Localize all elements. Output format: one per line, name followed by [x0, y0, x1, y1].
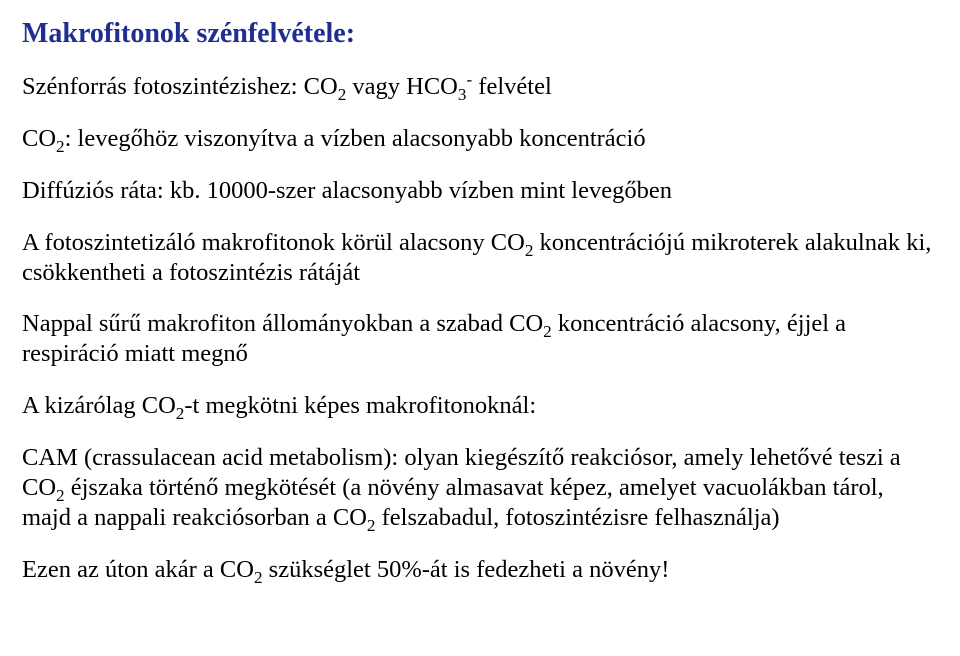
subscript-2: 2 — [56, 486, 65, 505]
text: felszabadul, fotoszintézisre felhasználj… — [376, 504, 780, 531]
paragraph-cam: CAM (crassulacean acid metabolism): olya… — [22, 443, 938, 533]
subscript-2: 2 — [254, 568, 263, 587]
document-page: Makrofitonok szénfelvétele: Szénforrás f… — [0, 0, 960, 609]
text: vagy HCO — [346, 73, 458, 100]
paragraph-microhabitat: A fotoszintetizáló makrofitonok körül al… — [22, 228, 938, 288]
text: felvétel — [472, 73, 552, 100]
page-title: Makrofitonok szénfelvétele: — [22, 18, 938, 50]
paragraph-co2-concentration: CO2: levegőhöz viszonyítva a vízben alac… — [22, 124, 938, 154]
subscript-2: 2 — [56, 137, 65, 156]
text: A kizárólag CO — [22, 392, 176, 419]
subscript-2: 2 — [543, 322, 552, 341]
text: Szénforrás fotoszintézishez: CO — [22, 73, 338, 100]
subscript-2: 2 — [367, 516, 376, 535]
text: : levegőhöz viszonyítva a vízben alacson… — [65, 125, 646, 152]
paragraph-day-night: Nappal sűrű makrofiton állományokban a s… — [22, 309, 938, 369]
paragraph-diffusion-rate: Diffúziós ráta: kb. 10000-szer alacsonya… — [22, 176, 938, 206]
text: A fotoszintetizáló makrofitonok körül al… — [22, 229, 525, 256]
text: -t megkötni képes makrofitonoknál: — [184, 392, 536, 419]
paragraph-co2-only: A kizárólag CO2-t megkötni képes makrofi… — [22, 391, 938, 421]
text: Diffúziós ráta: kb. 10000-szer alacsonya… — [22, 177, 672, 204]
text: CO — [22, 125, 56, 152]
paragraph-carbon-source: Szénforrás fotoszintézishez: CO2 vagy HC… — [22, 72, 938, 102]
text: szükséglet 50%-át is fedezheti a növény! — [269, 556, 670, 583]
paragraph-coverage: Ezen az úton akár a CO2 szükséglet 50%-á… — [22, 555, 938, 585]
text: Ezen az úton akár a CO — [22, 556, 254, 583]
subscript-2: 2 — [338, 85, 347, 104]
text: Nappal sűrű makrofiton állományokban a s… — [22, 310, 543, 337]
